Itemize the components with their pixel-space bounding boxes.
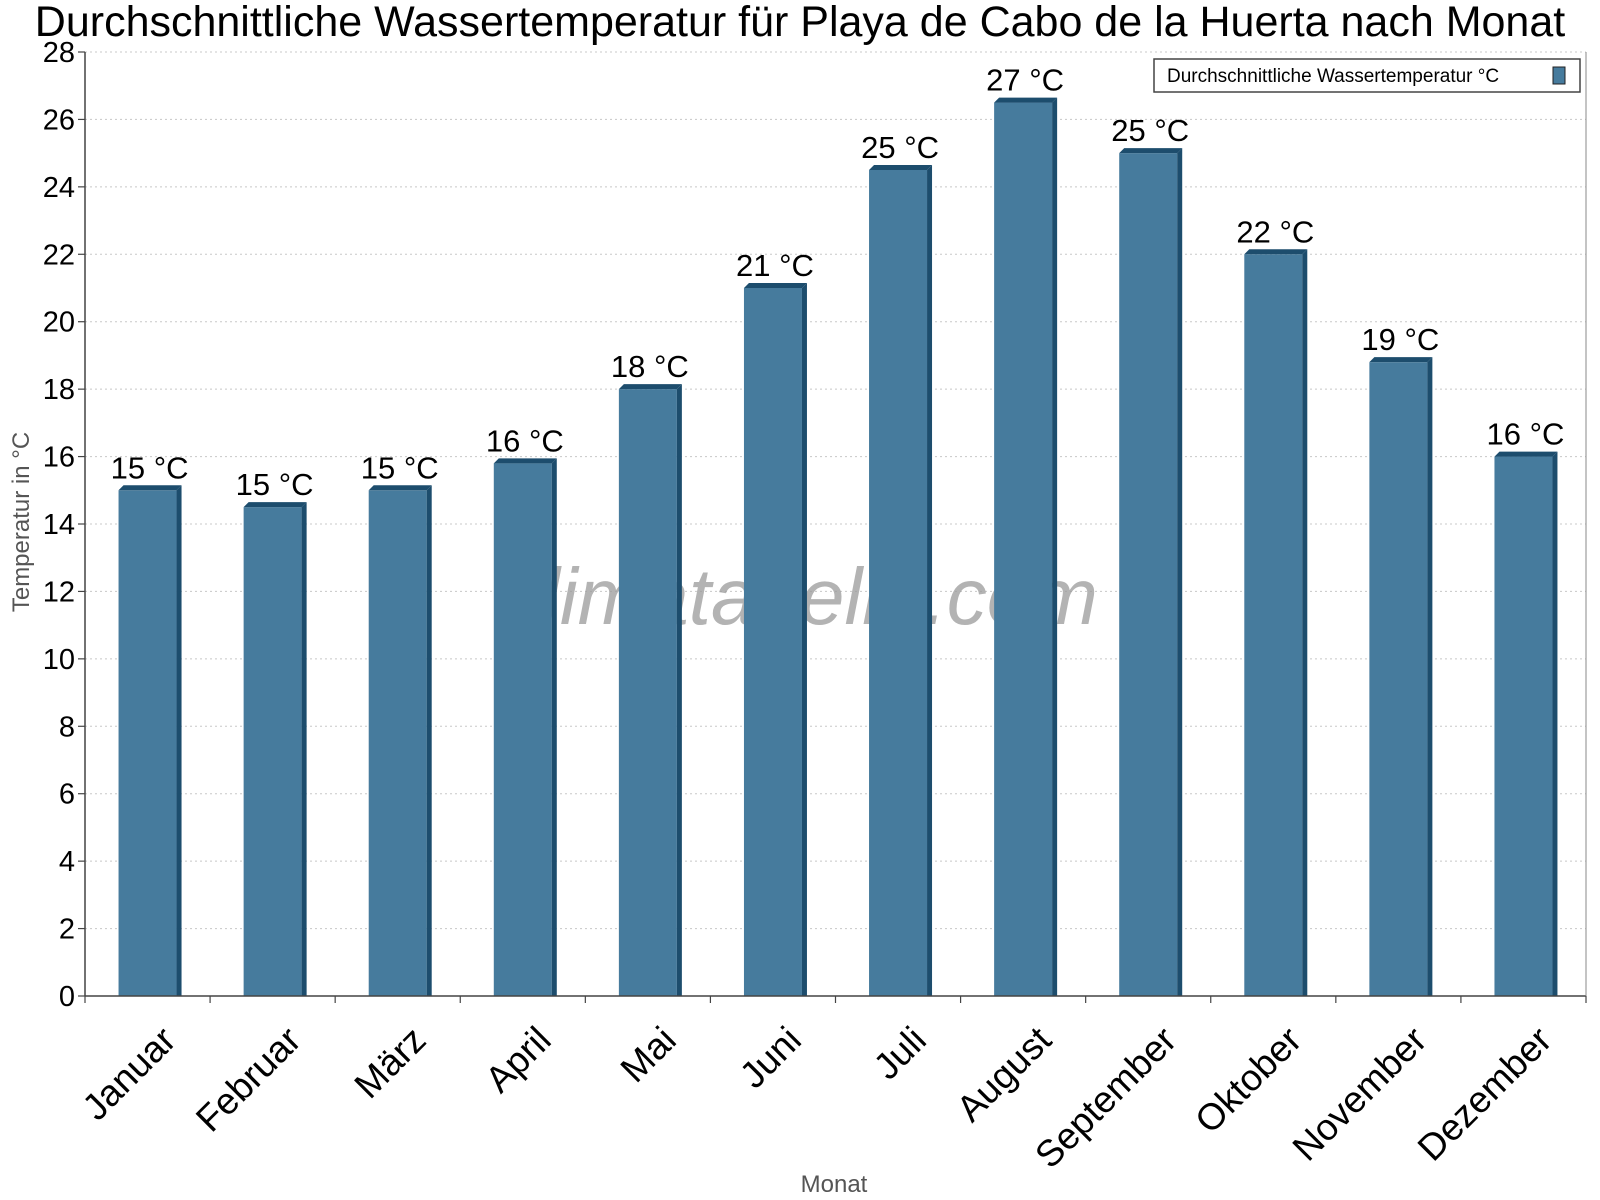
bar xyxy=(243,507,302,996)
bar-top xyxy=(618,384,682,390)
bar-top xyxy=(243,502,307,508)
x-axis-title: Monat xyxy=(801,1171,868,1198)
x-tick-label: Juni xyxy=(732,1019,809,1096)
data-label: 25 °C xyxy=(1111,113,1189,148)
bars xyxy=(118,97,1558,997)
y-tick-label: 12 xyxy=(43,576,75,608)
bar xyxy=(1369,362,1428,997)
x-tick-label: Dezember xyxy=(1410,1019,1560,1169)
bar-side xyxy=(1302,249,1308,997)
bar-top xyxy=(368,485,432,491)
data-label: 18 °C xyxy=(611,349,689,384)
chart-title: Durchschnittliche Wassertemperatur für P… xyxy=(34,0,1566,46)
bar-side xyxy=(551,458,557,996)
bar-top xyxy=(1119,148,1183,154)
y-tick-label: 20 xyxy=(43,307,75,339)
x-tick-label: Februar xyxy=(188,1019,309,1140)
data-label: 15 °C xyxy=(236,467,314,502)
data-label: 16 °C xyxy=(1487,417,1565,452)
x-tick-label: August xyxy=(949,1018,1060,1129)
x-tick-label: Oktober xyxy=(1187,1019,1309,1141)
y-tick-label: 26 xyxy=(43,104,75,136)
y-tick-label: 10 xyxy=(43,644,75,676)
x-tick-label: Mai xyxy=(613,1019,684,1090)
data-label: 22 °C xyxy=(1236,214,1314,249)
bar-top xyxy=(1369,357,1433,363)
bar xyxy=(368,490,427,996)
bar xyxy=(869,170,928,996)
bar-side xyxy=(176,485,182,996)
y-tick-label: 24 xyxy=(43,172,75,204)
x-tick-label: November xyxy=(1285,1019,1435,1169)
data-label: 25 °C xyxy=(861,130,939,165)
bar-top xyxy=(1244,249,1308,255)
y-tick-label: 14 xyxy=(43,509,75,541)
y-axis-title: Temperatur in °C xyxy=(8,432,35,612)
legend-label: Durchschnittliche Wassertemperatur °C xyxy=(1167,66,1499,87)
legend-box xyxy=(1153,58,1581,93)
y-tick-label: 8 xyxy=(59,711,75,743)
y-tick-label: 28 xyxy=(43,37,75,69)
legend: Durchschnittliche Wassertemperatur °C xyxy=(1153,58,1581,93)
x-tick-label: Januar xyxy=(75,1019,184,1128)
bar-side xyxy=(1177,148,1183,997)
data-label: 16 °C xyxy=(486,423,564,458)
y-tick-label: 22 xyxy=(43,239,75,271)
bar xyxy=(493,463,552,996)
y-tick-label: 6 xyxy=(59,779,75,811)
bar-side xyxy=(1427,357,1433,997)
y-tick-label: 16 xyxy=(43,442,75,474)
bar xyxy=(994,102,1053,997)
x-tick-label: Juli xyxy=(866,1019,934,1087)
bar xyxy=(1494,456,1553,997)
data-label: 15 °C xyxy=(361,450,439,485)
y-tick-label: 0 xyxy=(59,981,75,1013)
bar-side xyxy=(301,502,307,996)
bar-top xyxy=(743,283,807,288)
bar-side xyxy=(426,485,432,996)
bar xyxy=(618,389,677,997)
x-tick-label: März xyxy=(347,1019,434,1106)
x-tick-label: April xyxy=(477,1019,558,1100)
bar xyxy=(118,490,177,996)
y-tick-label: 2 xyxy=(59,914,75,946)
data-label: 21 °C xyxy=(736,248,814,283)
bar xyxy=(1244,254,1303,997)
data-label: 19 °C xyxy=(1361,322,1439,357)
y-tick-label: 4 xyxy=(59,846,75,878)
bar-side xyxy=(1052,97,1058,997)
bar-top xyxy=(869,165,933,170)
data-label: 15 °C xyxy=(111,450,189,485)
y-tick-label: 18 xyxy=(43,374,75,406)
data-label: 27 °C xyxy=(986,63,1064,98)
grid-lines xyxy=(85,51,1586,930)
bar-side xyxy=(801,283,807,996)
bar-top xyxy=(118,485,182,491)
bar-side xyxy=(676,384,682,997)
bar xyxy=(743,288,802,996)
bar-top xyxy=(493,458,557,464)
bar-top xyxy=(994,97,1058,103)
bar-side xyxy=(927,165,933,996)
bar-side xyxy=(1552,451,1558,997)
bar xyxy=(1119,153,1178,997)
legend-swatch xyxy=(1552,66,1566,85)
bar-top xyxy=(1494,451,1558,457)
data-labels: 15 °C 15 °C 15 °C 16 °C 18 °C 21 °C 25 °C 27 °C… xyxy=(111,63,1565,503)
